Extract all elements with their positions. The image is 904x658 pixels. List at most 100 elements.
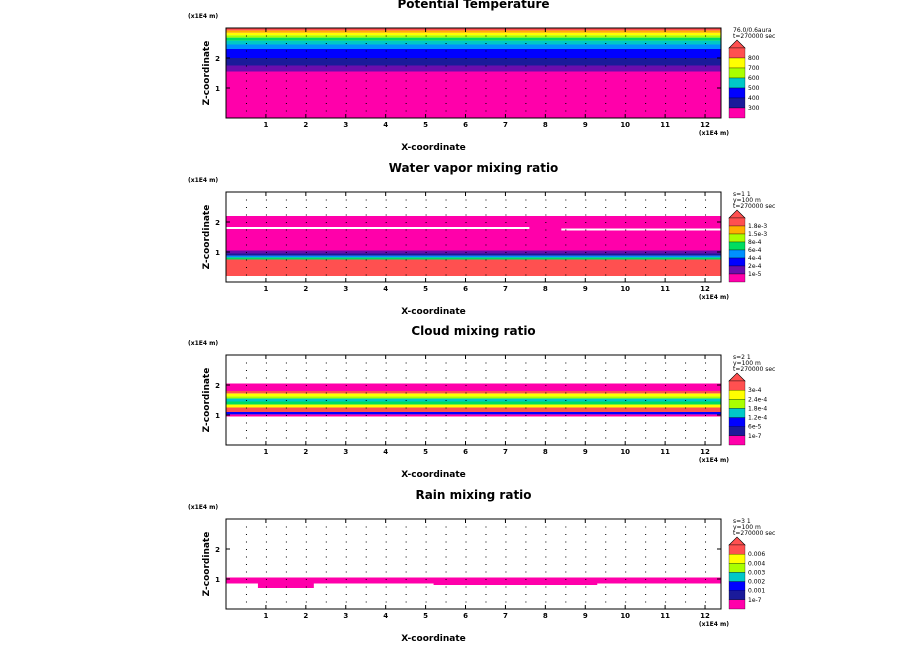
grid-dot bbox=[245, 526, 247, 528]
grid-dot bbox=[425, 564, 427, 565]
grid-dot bbox=[465, 534, 467, 535]
contour-band bbox=[226, 255, 721, 258]
info-text: 76.0/0.6aura bbox=[733, 27, 772, 34]
grid-dot bbox=[585, 50, 587, 52]
grid-dot bbox=[405, 267, 407, 268]
grid-dot bbox=[625, 95, 627, 97]
grid-dot bbox=[685, 199, 687, 201]
grid-dot bbox=[305, 385, 307, 386]
grid-dot bbox=[525, 252, 527, 253]
grid-dot bbox=[365, 259, 367, 261]
grid-dot bbox=[625, 252, 627, 253]
grid-dot bbox=[405, 415, 407, 416]
grid-dot bbox=[265, 392, 267, 394]
grid-dot bbox=[665, 601, 667, 603]
contour-band bbox=[226, 407, 721, 412]
x-tick-label: 9 bbox=[583, 121, 588, 129]
grid-dot bbox=[325, 244, 327, 246]
grid-dot bbox=[305, 88, 307, 89]
grid-dot bbox=[505, 110, 507, 112]
grid-dot bbox=[485, 370, 487, 371]
grid-dot bbox=[685, 259, 687, 261]
grid-dot bbox=[645, 564, 647, 565]
grid-dot bbox=[625, 58, 627, 59]
grid-dot bbox=[605, 274, 607, 276]
grid-dot bbox=[525, 95, 527, 97]
colorbar-label: 600 bbox=[748, 75, 760, 82]
grid-dot bbox=[385, 392, 387, 394]
grid-dot bbox=[485, 50, 487, 52]
grid-dot bbox=[605, 541, 607, 543]
grid-dot bbox=[345, 422, 347, 424]
grid-dot bbox=[705, 541, 707, 543]
grid-dot bbox=[625, 207, 627, 208]
grid-dot bbox=[605, 252, 607, 253]
panel-title: Water vapor mixing ratio bbox=[389, 161, 559, 175]
grid-dot bbox=[625, 103, 627, 104]
grid-dot bbox=[545, 370, 547, 371]
grid-dot bbox=[325, 43, 327, 44]
grid-dot bbox=[625, 392, 627, 394]
grid-dot bbox=[565, 556, 567, 558]
grid-dot bbox=[485, 422, 487, 424]
colorbar-segment bbox=[728, 57, 746, 69]
grid-dot bbox=[385, 594, 387, 595]
grid-dot bbox=[425, 274, 427, 276]
colorbar-label: 800 bbox=[748, 55, 760, 62]
grid-dot bbox=[705, 526, 707, 528]
x-tick-label: 4 bbox=[383, 285, 388, 293]
grid-dot bbox=[565, 199, 567, 201]
grid-dot bbox=[305, 534, 307, 535]
y-axis-label: Z-coordinate bbox=[202, 205, 212, 270]
grid-dot bbox=[285, 534, 287, 535]
grid-dot bbox=[405, 579, 407, 580]
grid-dot bbox=[585, 65, 587, 67]
grid-dot bbox=[425, 214, 427, 216]
grid-dot bbox=[525, 362, 527, 364]
grid-dot bbox=[585, 601, 587, 603]
y-axis-label: Z-coordinate bbox=[202, 41, 212, 106]
grid-dot bbox=[245, 73, 247, 74]
grid-dot bbox=[545, 377, 547, 379]
grid-dot bbox=[365, 80, 367, 82]
grid-dot bbox=[405, 407, 407, 409]
colorbar-label: 700 bbox=[748, 65, 760, 72]
grid-dot bbox=[265, 95, 267, 97]
grid-dot bbox=[545, 362, 547, 364]
grid-dot bbox=[445, 594, 447, 595]
colorbar-segment bbox=[728, 389, 746, 400]
x-tick-label: 4 bbox=[383, 612, 388, 620]
grid-dot bbox=[385, 437, 387, 439]
grid-dot bbox=[345, 244, 347, 246]
grid-dot bbox=[245, 422, 247, 424]
grid-dot bbox=[625, 415, 627, 416]
grid-dot bbox=[365, 385, 367, 386]
grid-dot bbox=[325, 362, 327, 364]
grid-dot bbox=[385, 534, 387, 535]
grid-dot bbox=[265, 422, 267, 424]
grid-dot bbox=[285, 437, 287, 439]
grid-dot bbox=[705, 199, 707, 201]
grid-dot bbox=[345, 437, 347, 439]
grid-dot bbox=[645, 65, 647, 67]
grid-dot bbox=[325, 65, 327, 67]
grid-dot bbox=[705, 252, 707, 253]
grid-dot bbox=[585, 58, 587, 59]
grid-dot bbox=[685, 88, 687, 89]
grid-dot bbox=[485, 274, 487, 276]
grid-dot bbox=[705, 571, 707, 573]
grid-dot bbox=[665, 549, 667, 550]
grid-dot bbox=[625, 222, 627, 223]
x-unit-label: (x1E4 m) bbox=[699, 457, 729, 464]
colorbar-segment bbox=[728, 590, 746, 601]
y-unit-label: (x1E4 m) bbox=[188, 504, 218, 511]
grid-dot bbox=[305, 214, 307, 216]
colorbar-label: 4e-4 bbox=[748, 255, 762, 262]
grid-dot bbox=[625, 549, 627, 550]
colorbar-segment bbox=[728, 77, 746, 89]
contour-gap bbox=[561, 228, 721, 231]
colorbar-label: 400 bbox=[748, 95, 760, 102]
grid-dot bbox=[665, 43, 667, 44]
grid-dot bbox=[305, 601, 307, 603]
grid-dot bbox=[325, 237, 327, 238]
